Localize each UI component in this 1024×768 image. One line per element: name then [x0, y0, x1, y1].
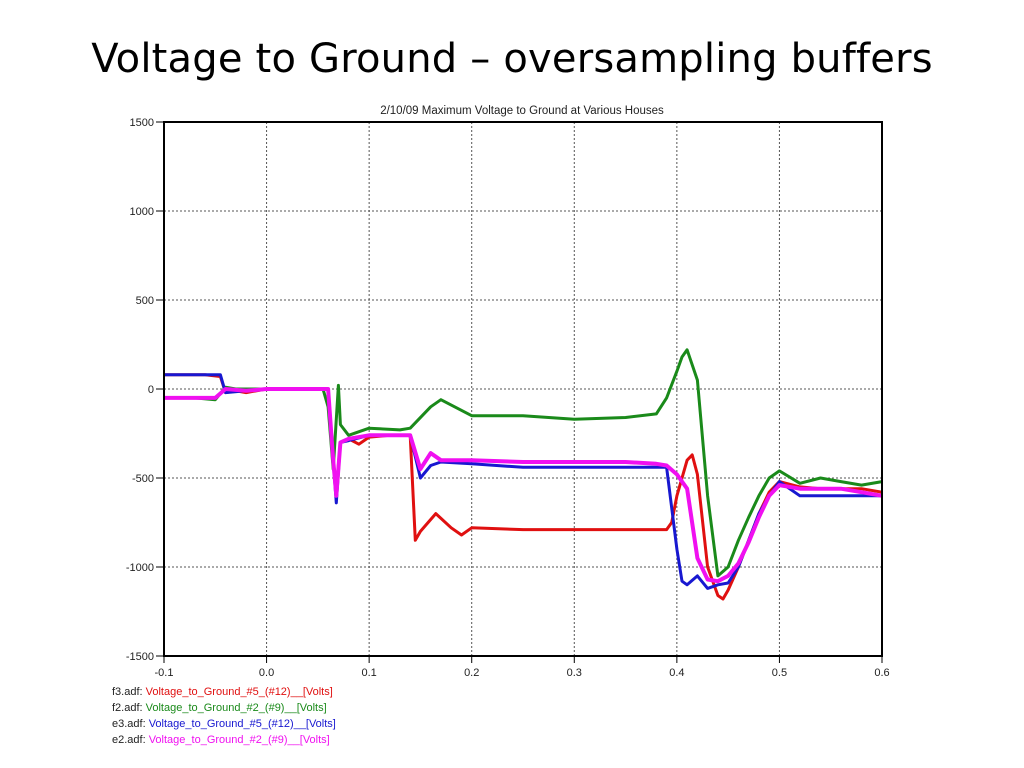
x-tick-label: 0.2 [464, 667, 479, 679]
legend-file-label: e2.adf: [112, 734, 146, 746]
y-tick-label: 1000 [130, 206, 154, 218]
x-tick-label: 0.1 [361, 667, 376, 679]
legend-item-f3: f3.adf: Voltage_to_Ground_#5_(#12)__[Vol… [112, 684, 336, 700]
y-axis: 1500 1000 500 0 -500 -1000 -1500 [126, 117, 164, 663]
x-tick-label: 0.6 [874, 667, 889, 679]
y-tick-label: 500 [136, 295, 154, 307]
legend-file-label: f3.adf: [112, 686, 143, 698]
x-tick-label: -0.1 [155, 667, 174, 679]
x-tick-label: 0.4 [669, 667, 684, 679]
legend-series-name: Voltage_to_Ground_#5_(#12)__[Volts] [148, 718, 336, 730]
x-tick-label: 0.5 [772, 667, 787, 679]
y-tick-label: -1500 [126, 651, 154, 663]
grid-lines [164, 122, 882, 656]
y-tick-label: -1000 [126, 562, 154, 574]
legend-series-name: Voltage_to_Ground_#5_(#12)__[Volts] [145, 686, 333, 698]
x-tick-label: 0.0 [259, 667, 274, 679]
legend-series-name: Voltage_to_Ground_#2_(#9)__[Volts] [145, 702, 327, 714]
slide-title: Voltage to Ground – oversampling buffers [91, 36, 933, 82]
legend-file-label: f2.adf: [112, 702, 143, 714]
legend-series-name: Voltage_to_Ground_#2_(#9)__[Volts] [148, 734, 330, 746]
series-group [164, 348, 883, 601]
y-tick-label: 0 [148, 384, 154, 396]
chart-title: 2/10/09 Maximum Voltage to Ground at Var… [380, 105, 664, 117]
legend-item-e2: e2.adf: Voltage_to_Ground_#2_(#9)__[Volt… [112, 732, 336, 748]
series-line-4 [164, 387, 883, 584]
series-line-3 [164, 373, 882, 590]
legend: f3.adf: Voltage_to_Ground_#5_(#12)__[Vol… [112, 684, 336, 748]
x-axis: -0.1 0.0 0.1 0.2 0.3 0.4 0.5 0.6 [155, 656, 890, 679]
y-tick-label: -500 [132, 473, 154, 485]
x-tick-label: 0.3 [567, 667, 582, 679]
legend-item-e3: e3.adf: Voltage_to_Ground_#5_(#12)__[Vol… [112, 716, 336, 732]
legend-item-f2: f2.adf: Voltage_to_Ground_#2_(#9)__[Volt… [112, 700, 336, 716]
y-tick-label: 1500 [130, 117, 154, 129]
legend-file-label: e3.adf: [112, 718, 146, 730]
